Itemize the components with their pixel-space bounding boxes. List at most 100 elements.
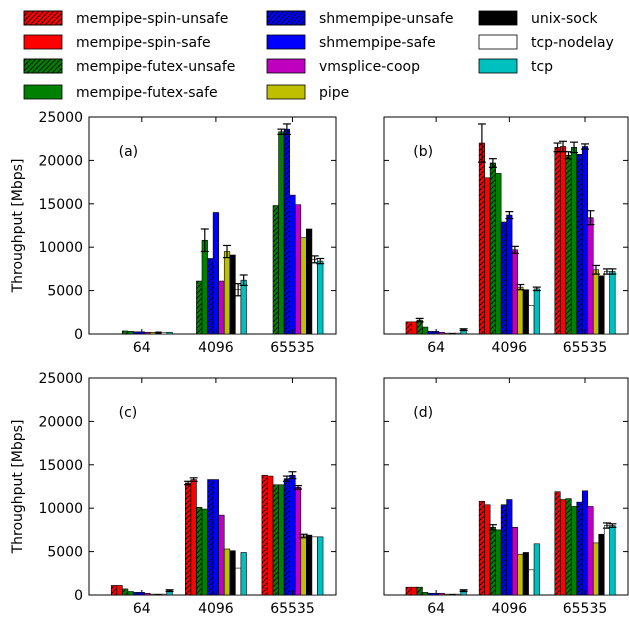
chart-panel: (b) 64 4096 65535 — [383, 116, 629, 356]
bar-hatch — [207, 258, 214, 334]
y-tick-label: 5000 — [47, 284, 83, 300]
legend-label: mempipe-spin-safe — [76, 35, 211, 51]
x-tick-label: 4096 — [492, 340, 528, 356]
bar-hatch — [490, 163, 496, 334]
bar — [411, 321, 418, 335]
bar — [190, 479, 197, 596]
bar-hatch — [284, 129, 290, 334]
bar — [127, 331, 134, 335]
bar — [289, 474, 296, 596]
y-tick-label: 10000 — [38, 501, 83, 517]
legend-swatch — [478, 34, 518, 50]
bar — [149, 593, 156, 596]
bar — [506, 499, 513, 596]
x-tick-label: 65535 — [563, 340, 608, 356]
bar — [201, 239, 208, 335]
bar — [511, 526, 518, 596]
legend-swatch-hatch — [23, 10, 63, 26]
bar — [294, 204, 302, 335]
legend-label: mempipe-futex-safe — [76, 85, 218, 101]
bar — [229, 254, 236, 335]
bar — [223, 251, 231, 335]
bar-hatch — [416, 587, 423, 595]
bar — [495, 529, 502, 596]
legend-swatch-hatch — [23, 58, 63, 74]
bar-hatch — [565, 155, 572, 334]
y-tick-label: 15000 — [38, 197, 83, 213]
legend-label: tcp — [531, 59, 553, 75]
bar-hatch — [416, 320, 423, 334]
bar — [592, 542, 600, 596]
legend-item: tcp-nodelay — [478, 34, 614, 51]
legend-label: mempipe-spin-unsafe — [76, 11, 228, 27]
bar — [570, 506, 578, 596]
bar — [603, 271, 611, 335]
bar — [422, 326, 429, 335]
bar — [317, 536, 324, 596]
bar-hatch — [261, 475, 268, 595]
bar-hatch — [554, 491, 561, 595]
chart-panel: 0 5000 10000 15000 20000 25000 Throughput [Mbp… — [10, 110, 337, 356]
x-tick-label: 64 — [427, 340, 445, 356]
panel-label: (a) — [119, 144, 139, 160]
bar — [422, 592, 429, 596]
bar — [444, 332, 451, 335]
bar-hatch — [133, 592, 140, 595]
legend-label: mempipe-futex-unsafe — [76, 59, 235, 75]
bar — [438, 592, 445, 596]
bar — [522, 552, 529, 596]
legend-item: shmempipe-unsafe — [266, 10, 454, 27]
legend-item: vmsplice-coop — [266, 58, 420, 75]
bar — [581, 146, 589, 335]
legend-label: shmempipe-safe — [319, 35, 436, 51]
bar-hatch — [479, 501, 485, 595]
bar — [484, 504, 491, 596]
bar — [598, 275, 605, 335]
legend-swatch — [266, 34, 306, 50]
bar — [155, 331, 162, 335]
panel-label: (b) — [413, 144, 433, 160]
legend-item: shmempipe-safe — [266, 34, 436, 51]
bar — [570, 147, 578, 335]
bar — [218, 514, 225, 596]
bar — [212, 479, 219, 596]
bar — [294, 487, 302, 596]
bar — [603, 525, 611, 596]
bar — [278, 484, 285, 596]
bar — [144, 592, 151, 596]
legend-item: mempipe-futex-safe — [23, 84, 218, 101]
bar-hatch — [273, 484, 279, 595]
legend: mempipe-spin-unsafe mempipe-spin-safe memp… — [23, 10, 614, 101]
chart-panel: 0 5000 10000 15000 20000 25000 Throughput [Mbp… — [10, 371, 337, 617]
bar-hatch — [490, 527, 496, 595]
legend-swatch — [266, 58, 306, 74]
bar — [201, 508, 208, 596]
bar — [581, 490, 589, 596]
bar-hatch — [133, 331, 140, 334]
bar-hatch — [405, 587, 412, 595]
bar-hatch — [576, 502, 583, 595]
legend-swatch — [478, 58, 518, 74]
legend-label: pipe — [319, 85, 349, 101]
panel-label: (d) — [413, 405, 433, 421]
bar — [533, 288, 540, 335]
legend-item: mempipe-spin-unsafe — [23, 10, 228, 27]
bar-hatch — [111, 585, 117, 595]
bar-hatch — [501, 504, 507, 595]
y-tick-label: 0 — [74, 327, 83, 343]
bar-hatch — [284, 478, 290, 595]
bar — [455, 593, 462, 596]
y-tick-label: 20000 — [38, 414, 83, 430]
legend-item: mempipe-spin-safe — [23, 34, 211, 51]
legend-swatch — [266, 84, 306, 100]
bar — [511, 249, 518, 335]
bar — [484, 177, 491, 335]
y-tick-label: 25000 — [38, 371, 83, 387]
legend-item: pipe — [266, 84, 349, 101]
bar — [155, 593, 162, 596]
chart-panels: 0 5000 10000 15000 20000 25000 Throughput [Mbp… — [10, 110, 629, 617]
bar-hatch — [196, 281, 203, 334]
legend-label: shmempipe-unsafe — [319, 11, 454, 27]
bar-hatch — [501, 222, 507, 334]
bar-hatch — [565, 498, 572, 595]
